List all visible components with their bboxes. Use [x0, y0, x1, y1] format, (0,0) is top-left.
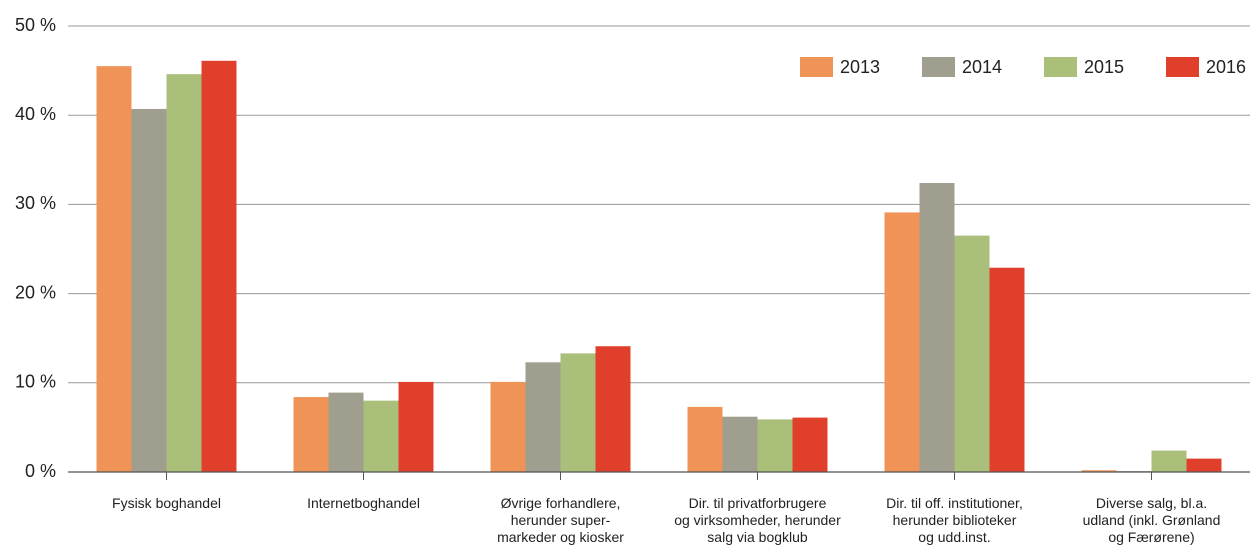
- bar: [131, 108, 167, 473]
- x-tick-label: Dir. til privatforbrugere og virksomheder…: [674, 495, 841, 545]
- x-tick-label-line: markeder og kiosker: [497, 529, 624, 545]
- x-tick-label-line: herunder biblioteker: [893, 512, 1017, 528]
- bar: [293, 397, 329, 472]
- legend-swatch: [922, 57, 955, 77]
- x-tick-label: Diverse salg, bl.a. udland (inkl. Grønlan…: [1083, 495, 1221, 545]
- legend-label: 2013: [840, 57, 880, 77]
- legend-label: 2015: [1084, 57, 1124, 77]
- legend-label: 2016: [1206, 57, 1246, 77]
- x-tick-label-line: og udd.inst.: [918, 529, 990, 545]
- bar: [1081, 470, 1117, 472]
- bar: [363, 400, 399, 472]
- x-tick-label-line: Fysisk boghandel: [112, 495, 221, 511]
- x-tick-label-line: Internetboghandel: [307, 495, 420, 511]
- bar: [595, 346, 631, 472]
- bar: [757, 419, 793, 472]
- y-tick-label: 30 %: [15, 193, 56, 213]
- bar: [954, 235, 990, 472]
- bar: [722, 416, 758, 472]
- y-tick-label: 0 %: [25, 461, 56, 481]
- x-tick-label-line: herunder super-: [511, 512, 611, 528]
- legend-swatch: [1166, 57, 1199, 77]
- bar: [490, 381, 526, 472]
- x-tick-label-line: Diverse salg, bl.a.: [1096, 495, 1207, 511]
- x-tick-label: Fysisk boghandel: [112, 495, 221, 511]
- bar: [560, 353, 596, 472]
- bar: [884, 212, 920, 473]
- bar: [1186, 458, 1222, 472]
- x-tick-label-line: Dir. til off. institutioner,: [886, 495, 1023, 511]
- x-tick-label-line: udland (inkl. Grønland: [1083, 512, 1221, 528]
- bar: [989, 267, 1025, 472]
- x-tick-label-line: salg via bogklub: [707, 529, 808, 545]
- x-tick-label-line: og Færørene): [1108, 529, 1194, 545]
- x-tick-label: Øvrige forhandlere, herunder super-marked…: [497, 495, 624, 545]
- bar: [201, 60, 237, 473]
- bar: [96, 66, 132, 472]
- x-tick-label: Dir. til off. institutioner, herunder bib…: [886, 495, 1023, 545]
- x-tick-label-line: og virksomheder, herunder: [674, 512, 841, 528]
- x-tick-label-line: Dir. til privatforbrugere: [689, 495, 827, 511]
- bar: [328, 392, 364, 472]
- bar: [687, 406, 723, 472]
- bar: [792, 417, 828, 472]
- bar: [166, 74, 202, 472]
- bar: [398, 381, 434, 472]
- y-tick-label: 40 %: [15, 104, 56, 124]
- legend-swatch: [1044, 57, 1077, 77]
- bar: [919, 182, 955, 472]
- y-tick-label: 50 %: [15, 15, 56, 35]
- bar: [1151, 450, 1187, 472]
- legend-label: 2014: [962, 57, 1002, 77]
- x-tick-label-line: Øvrige forhandlere,: [501, 495, 621, 511]
- y-tick-label: 20 %: [15, 282, 56, 302]
- bar: [525, 362, 561, 472]
- x-tick-label: Internetboghandel: [307, 495, 420, 511]
- y-tick-label: 10 %: [15, 372, 56, 392]
- legend-swatch: [800, 57, 833, 77]
